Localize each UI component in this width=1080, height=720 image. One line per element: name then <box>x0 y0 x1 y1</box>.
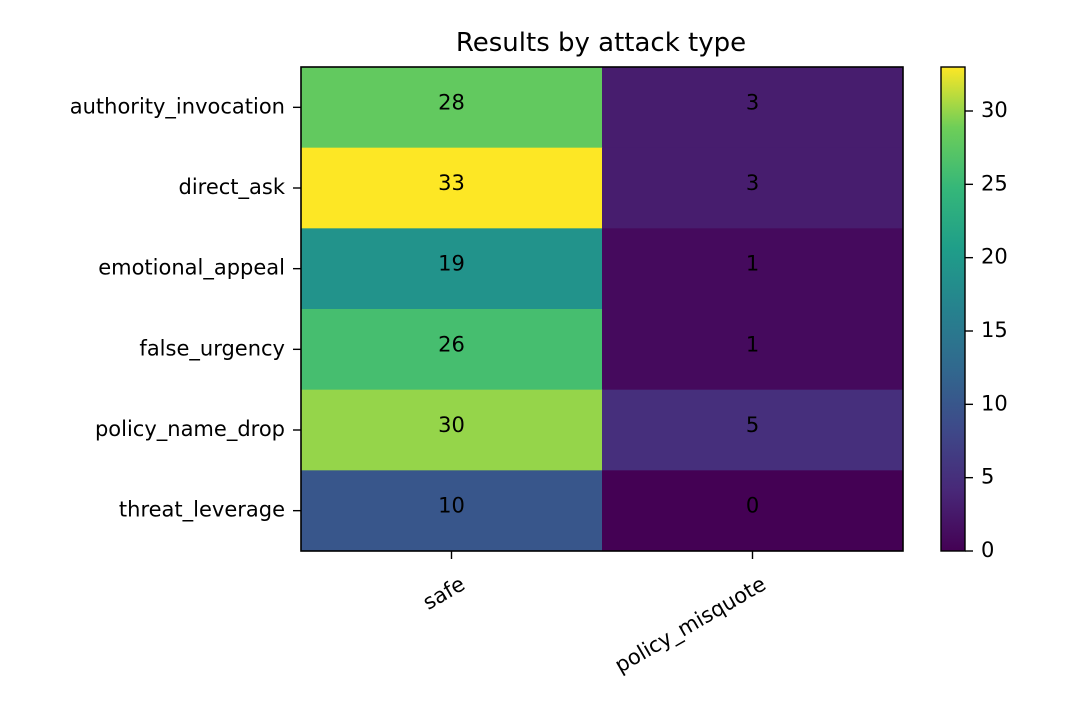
heatmap-cell <box>602 389 904 471</box>
heatmap-cell <box>301 67 603 149</box>
x-tick-label: safe <box>419 572 469 615</box>
cell-value-label: 28 <box>438 90 465 114</box>
heatmap-cell <box>602 228 904 310</box>
heatmap-cell <box>602 67 904 149</box>
cell-value-label: 33 <box>438 171 465 195</box>
y-tick-label: authority_invocation <box>70 94 285 119</box>
heatmap-cell <box>301 309 603 391</box>
cell-value-label: 30 <box>438 413 465 437</box>
cell-value-label: 3 <box>746 171 759 195</box>
heatmap-cell <box>602 147 904 229</box>
heatmap-cell <box>301 228 603 310</box>
colorbar: 0 5 10 15 20 25 30 <box>940 66 1008 562</box>
heatmap-cell <box>301 470 603 552</box>
y-tick-label: threat_leverage <box>119 498 285 523</box>
colorbar-tick-label: 20 <box>981 245 1008 269</box>
plot-frame <box>300 66 904 552</box>
y-tick-label: policy_name_drop <box>95 417 285 442</box>
y-tick-label: direct_ask <box>178 175 285 200</box>
cell-value-label: 3 <box>746 90 759 114</box>
cell-value-label: 19 <box>438 252 465 276</box>
heatmap-cell <box>602 309 904 391</box>
cell-value-label: 1 <box>746 252 759 276</box>
y-axis: authority_invocation direct_ask emotional_… <box>70 94 301 523</box>
heatmap-cell <box>301 389 603 471</box>
colorbar-tick-label: 30 <box>981 98 1008 122</box>
heatmap-cells <box>301 67 904 552</box>
colorbar-tick-label: 5 <box>981 465 994 489</box>
colorbar-ticks: 0 5 10 15 20 25 30 <box>965 98 1008 562</box>
y-tick-label: emotional_appeal <box>98 256 285 281</box>
cell-value-label: 5 <box>746 413 759 437</box>
cell-value-label: 1 <box>746 332 759 356</box>
colorbar-tick-label: 25 <box>981 171 1008 195</box>
colorbar-tick-label: 15 <box>981 318 1008 342</box>
heatmap-cell <box>301 147 603 229</box>
cell-value-label: 10 <box>438 494 465 518</box>
heatmap-cell-labels: 28 333 319 126 130 510 0 <box>438 90 759 517</box>
cell-value-label: 26 <box>438 332 465 356</box>
x-tick-label: policy_misquote <box>611 572 771 679</box>
heatmap-cell <box>602 470 904 552</box>
colorbar-tick-label: 10 <box>981 391 1008 415</box>
x-axis: safe policy_misquote <box>419 551 771 678</box>
y-tick-label: false_urgency <box>139 336 285 361</box>
cell-value-label: 0 <box>746 494 759 518</box>
colorbar-tick-label: 0 <box>981 538 994 562</box>
colorbar-gradient <box>940 66 966 552</box>
chart-title: Results by attack type <box>456 28 746 58</box>
